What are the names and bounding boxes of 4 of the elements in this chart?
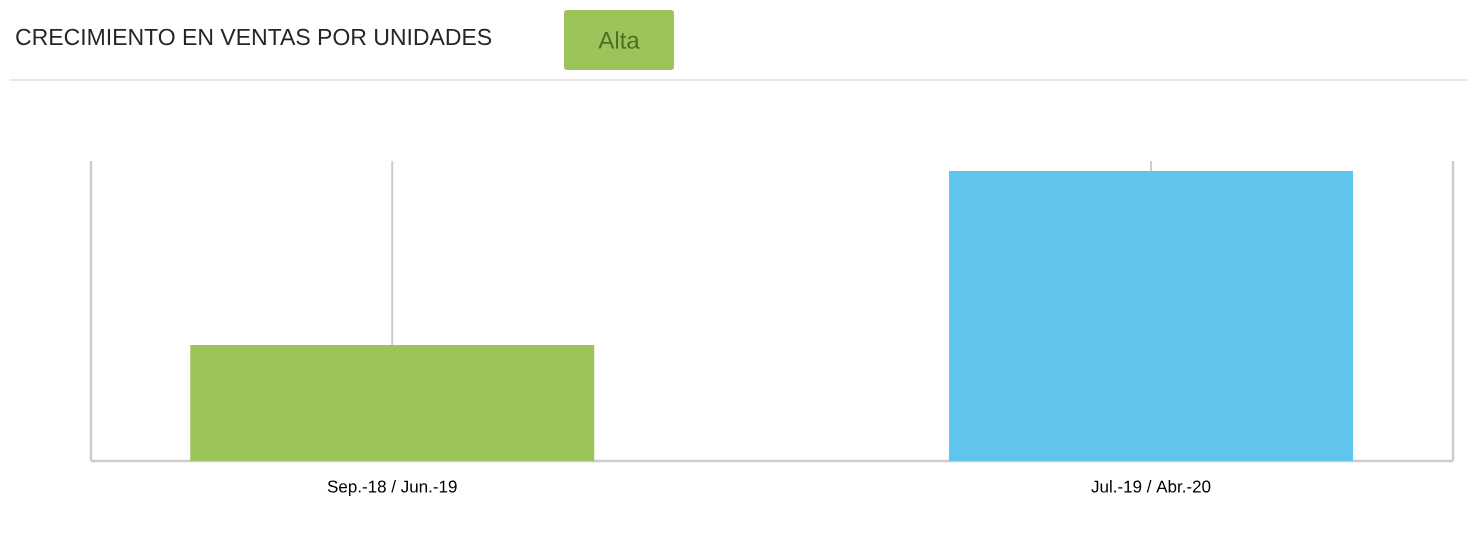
x-tick-label: Sep.-18 / Jun.-19 [327,480,457,496]
x-tick-label: Jul.-19 / Abr.-20 [1091,480,1211,493]
chart-title: CRECIMIENTO EN VENTAS POR UNIDADES [16,28,492,46]
chart-subtitle: Alta [598,31,640,49]
